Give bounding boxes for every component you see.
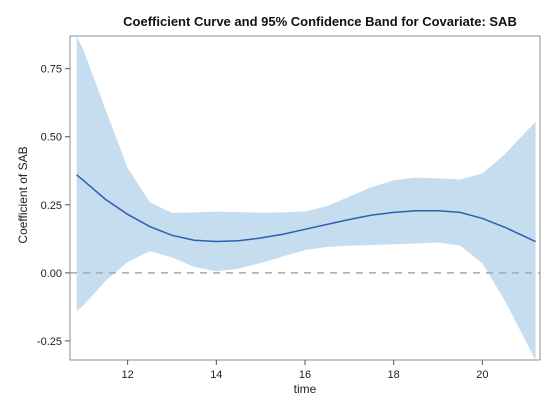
x-tick-label-14: 14 [210,369,222,381]
y-axis-title: Coefficient of SAB [16,146,30,243]
y-tick-label-0.00: 0.00 [41,268,62,280]
x-axis-title: time [294,382,317,396]
x-tick-label-18: 18 [388,369,400,381]
chart-title: Coefficient Curve and 95% Confidence Ban… [123,14,517,29]
x-tick-label-16: 16 [299,369,311,381]
coefficient-curve [76,174,536,243]
y-tick-label--0.25: -0.25 [37,336,62,348]
y-tick-label-0.75: 0.75 [41,64,62,76]
y-tick-label-0.50: 0.50 [41,132,62,144]
y-tick-label-0.25: 0.25 [41,200,62,212]
x-tick-label-12: 12 [122,369,134,381]
x-tick-label-20: 20 [476,369,488,381]
confidence-band [76,36,536,360]
plot-area: 12 14 16 18 20 -0.25 0.00 0.25 0.50 0.75 [37,35,541,381]
